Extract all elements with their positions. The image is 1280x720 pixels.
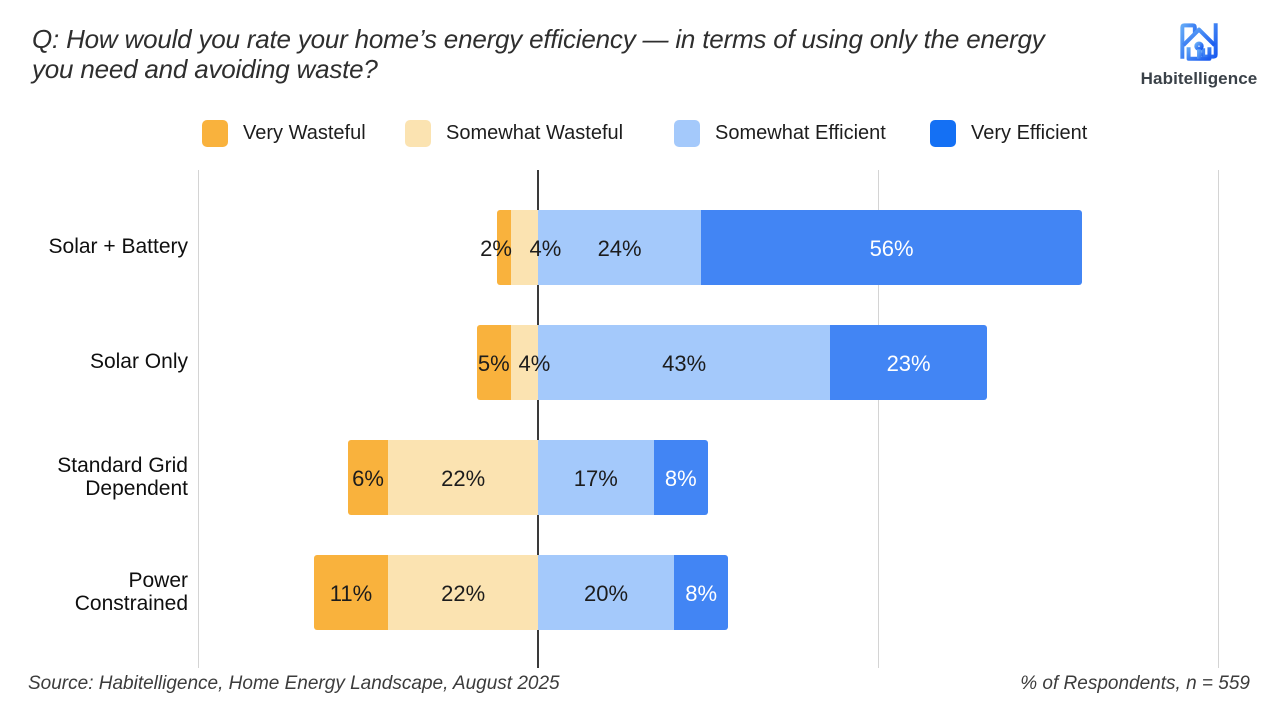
chart-question-title: Q: How would you rate your home’s energy… — [32, 24, 1045, 85]
legend-swatch-icon — [674, 120, 700, 147]
gridline — [1218, 170, 1219, 668]
bar-value-label: 2% — [480, 235, 512, 261]
bar-segment — [537, 210, 702, 285]
bar-value-label: 23% — [886, 350, 931, 376]
bar-segment — [476, 325, 511, 400]
bar-value-label: 11% — [329, 580, 373, 606]
bar-segment — [497, 210, 511, 285]
bar-segment — [313, 555, 389, 630]
bar-value-label: 4% — [529, 235, 562, 261]
bar-value-label: 43% — [662, 350, 707, 376]
respondents-note: % of Respondents, n = 559 — [1020, 673, 1250, 694]
legend-label: Somewhat Wasteful — [446, 122, 624, 144]
category-label: Solar Only — [89, 350, 188, 374]
legend-label: Very Wasteful — [243, 122, 366, 144]
bar-row — [497, 210, 1082, 285]
bar-segment — [537, 325, 831, 400]
bar-value-label: 22% — [441, 465, 486, 491]
bar-value-label: 5% — [477, 350, 510, 376]
category-label: Power Constrained — [74, 569, 188, 615]
bar-value-label: 22% — [441, 580, 486, 606]
legend-item: Very Wasteful — [202, 119, 366, 148]
legend-item: Very Efficient — [930, 119, 1087, 148]
bar-value-label: 24% — [597, 235, 642, 261]
bar-segment — [701, 210, 1082, 285]
legend-swatch-icon — [202, 120, 228, 147]
bar-value-label: 56% — [869, 235, 914, 261]
gridline — [198, 170, 199, 668]
source-note: Source: Habitelligence, Home Energy Land… — [28, 673, 560, 694]
bar-segment — [653, 440, 708, 515]
bar-segment — [537, 440, 654, 515]
bar-segment — [537, 555, 674, 630]
bar-value-label: 4% — [518, 350, 551, 376]
bar-row — [347, 440, 708, 515]
bar-segment — [388, 440, 538, 515]
legend-label: Somewhat Efficient — [715, 122, 886, 144]
legend-item: Somewhat Wasteful — [405, 119, 623, 148]
category-label: Solar + Battery — [48, 235, 188, 259]
legend-item: Somewhat Efficient — [674, 119, 886, 148]
logo-wordmark: Habitelligence — [1140, 69, 1258, 88]
legend-swatch-icon — [930, 120, 956, 147]
chart-footer: Source: Habitelligence, Home Energy Land… — [28, 673, 1250, 695]
bar-row — [476, 325, 987, 400]
legend-label: Very Efficient — [971, 122, 1088, 144]
bar-segment — [388, 555, 538, 630]
bar-segment — [830, 325, 987, 400]
axis-baseline — [537, 170, 539, 668]
bar-segment — [347, 440, 389, 515]
bar-segment — [510, 210, 538, 285]
bar-value-label: 20% — [583, 580, 629, 606]
bar-value-label: 6% — [352, 465, 384, 491]
bar-value-label: 8% — [685, 580, 718, 606]
bar-value-label: 8% — [664, 465, 697, 491]
bar-row — [313, 555, 729, 630]
legend-swatch-icon — [405, 120, 431, 147]
habitelligence-logo: Habitelligence — [1134, 18, 1264, 89]
gridline — [878, 170, 879, 668]
bar-segment — [510, 325, 538, 400]
bar-value-label: 17% — [573, 465, 618, 491]
category-label: Standard Grid Dependent — [57, 454, 188, 500]
bar-segment — [673, 555, 729, 630]
habitelligence-house-h-icon — [1180, 23, 1218, 61]
